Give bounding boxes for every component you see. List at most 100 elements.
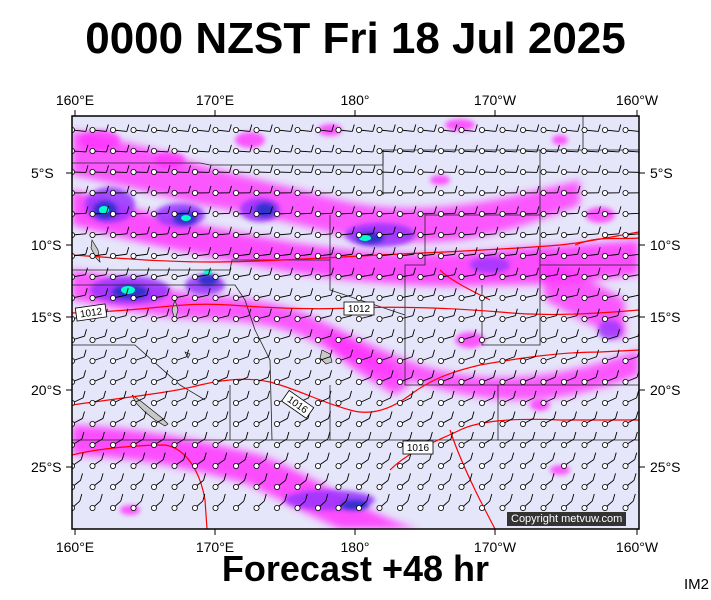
- wind-barb-feather: [106, 185, 109, 193]
- wind-barb-feather: [126, 226, 130, 234]
- wind-barb-feather: [85, 247, 89, 255]
- wind-barb-feather: [597, 267, 601, 275]
- wind-barb-feather: [124, 370, 128, 378]
- wind-barb-feather: [595, 370, 599, 378]
- station-circle: [355, 504, 362, 511]
- wind-barb-feather: [84, 329, 87, 337]
- wind-barb-feather: [475, 206, 478, 214]
- station-circle: [273, 378, 280, 385]
- station-circle: [89, 127, 96, 134]
- wind-barb-feather: [515, 144, 519, 153]
- wind-barb-feather: [514, 349, 518, 357]
- wind-barb-feather: [391, 308, 395, 316]
- station-circle: [622, 147, 629, 154]
- wind-barb-feather: [228, 247, 232, 255]
- station-circle: [396, 147, 403, 154]
- lon-label-180-top: 180°: [340, 92, 370, 108]
- station-circle: [520, 127, 527, 134]
- station-circle: [540, 336, 547, 343]
- wind-barb-feather: [449, 452, 453, 460]
- station-circle: [376, 357, 383, 364]
- station-circle: [499, 504, 506, 511]
- station-circle: [253, 189, 260, 196]
- wind-barb-feather: [126, 124, 130, 132]
- station-circle: [191, 147, 198, 154]
- wind-barb-feather: [633, 473, 637, 481]
- station-circle: [540, 189, 547, 196]
- station-circle: [622, 189, 629, 196]
- station-circle: [335, 315, 342, 322]
- station-circle: [622, 420, 629, 427]
- wind-barb-feather: [591, 493, 595, 502]
- station-circle: [150, 168, 157, 175]
- station-circle: [171, 294, 178, 301]
- station-circle: [191, 294, 198, 301]
- wind-barb-feather: [166, 308, 170, 316]
- wind-barb-feather: [226, 370, 230, 378]
- wind-barb-feather: [532, 431, 536, 440]
- wind-barb-feather: [125, 329, 128, 337]
- station-circle: [171, 420, 178, 427]
- wind-barb-feather: [427, 493, 431, 502]
- wind-barb-feather: [105, 226, 109, 234]
- wind-barb-feather: [370, 370, 374, 378]
- wind-barb-feather: [267, 370, 271, 378]
- station-circle: [150, 357, 157, 364]
- station-circle: [232, 210, 239, 217]
- wind-barb-feather: [187, 226, 191, 234]
- wind-barb-feather: [126, 144, 130, 153]
- wind-barb-feather: [345, 493, 349, 502]
- station-circle: [520, 420, 527, 427]
- wind-barb-feather: [147, 185, 150, 193]
- wind-barb-feather: [248, 329, 251, 337]
- station-circle: [355, 294, 362, 301]
- wind-barb-feather: [162, 452, 166, 460]
- lat-label-20s-left: 20°S: [31, 382, 62, 398]
- station-circle: [191, 127, 198, 134]
- wind-barb-feather: [331, 165, 335, 173]
- wind-barb-feather: [269, 144, 273, 153]
- station-circle: [437, 336, 444, 343]
- wind-barb-feather: [146, 267, 150, 275]
- station-circle: [150, 399, 157, 406]
- wind-barb-feather: [206, 349, 210, 357]
- wind-barb-feather: [310, 288, 314, 296]
- wind-barb-feather: [328, 390, 332, 398]
- wind-barb-feather: [106, 165, 109, 173]
- wind-barb-feather: [534, 370, 538, 378]
- station-circle: [520, 315, 527, 322]
- station-circle: [171, 441, 178, 448]
- wind-barb-feather: [84, 288, 88, 296]
- station-circle: [478, 462, 485, 469]
- station-circle: [335, 357, 342, 364]
- wind-barb-feather: [102, 411, 106, 419]
- wind-barb-feather: [556, 247, 560, 255]
- wind-barb-feather: [105, 124, 109, 132]
- wind-barb-feather: [268, 349, 272, 357]
- copyright-badge: Copyright metvuw.com: [507, 512, 627, 526]
- station-circle: [232, 315, 239, 322]
- station-circle: [520, 210, 527, 217]
- wind-barb-feather: [308, 390, 311, 398]
- wind-barb-feather: [167, 267, 170, 275]
- wind-barb-feather: [310, 247, 314, 255]
- wind-barb-feather: [530, 493, 534, 502]
- lon-label-170e-top: 170°E: [195, 92, 235, 108]
- station-circle: [458, 378, 465, 385]
- station-circle: [335, 399, 342, 406]
- wind-barb-feather: [429, 431, 433, 440]
- station-circle: [294, 231, 301, 238]
- wind-barb-feather: [147, 206, 150, 214]
- station-circle: [130, 504, 137, 511]
- station-circle: [314, 441, 321, 448]
- wind-barb-feather: [572, 473, 575, 481]
- station-circle: [561, 147, 568, 154]
- station-circle: [622, 127, 629, 134]
- station-circle: [417, 357, 424, 364]
- wind-barb-feather: [290, 226, 294, 234]
- wind-barb-feather: [432, 329, 436, 337]
- wind-barb-feather: [161, 493, 165, 502]
- station-circle: [273, 189, 280, 196]
- chart-code: IM2: [683, 576, 709, 593]
- station-circle: [294, 294, 301, 301]
